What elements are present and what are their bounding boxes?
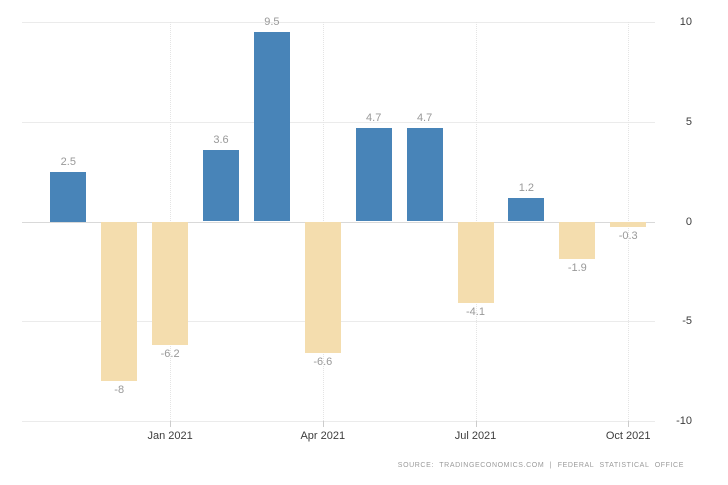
y-tick-label: 10 bbox=[679, 16, 692, 28]
y-tick-label: -10 bbox=[676, 415, 692, 427]
bar-5[interactable] bbox=[304, 221, 341, 354]
x-tick-label: Oct 2021 bbox=[605, 430, 651, 442]
bar-11[interactable] bbox=[610, 221, 647, 228]
x-tick-label: Apr 2021 bbox=[300, 430, 346, 442]
bar-7[interactable] bbox=[406, 127, 443, 222]
bar-value-label: 4.7 bbox=[416, 111, 433, 124]
bar-1[interactable] bbox=[101, 221, 138, 382]
bar-8[interactable] bbox=[457, 221, 494, 304]
gridline-horizontal bbox=[22, 121, 655, 123]
bar-value-label: -6.6 bbox=[313, 356, 333, 369]
bar-value-label: -4.1 bbox=[466, 306, 485, 319]
x-tick-label: Jan 2021 bbox=[147, 430, 193, 442]
x-tick-mark bbox=[322, 421, 324, 427]
x-tick-mark bbox=[475, 421, 477, 427]
bar-4[interactable] bbox=[253, 31, 290, 222]
bar-value-label: -0.3 bbox=[618, 230, 638, 243]
x-tick-mark bbox=[628, 421, 630, 427]
bar-value-label: 2.5 bbox=[60, 155, 76, 168]
plot-area: 2.5 -8 -6.2 3.6 9.5 -6.6 4.7 4.7 -4.1 1.2 -1.9 -0.3 bbox=[22, 16, 655, 422]
bar-value-label: -6.2 bbox=[160, 348, 180, 361]
source-attribution: SOURCE: TRADINGECONOMICS.COM | FEDERAL S… bbox=[397, 462, 684, 469]
y-tick-label: 0 bbox=[685, 215, 692, 228]
bar-value-label: 1.2 bbox=[518, 181, 535, 194]
bar-10[interactable] bbox=[559, 221, 596, 260]
bar-3[interactable] bbox=[203, 149, 239, 222]
y-tick-label: -5 bbox=[682, 315, 692, 328]
gridline-horizontal bbox=[22, 22, 655, 23]
x-tick-mark bbox=[170, 421, 172, 427]
bar-6[interactable] bbox=[355, 127, 392, 222]
bar-0[interactable] bbox=[50, 171, 87, 222]
bar-value-label: -1.9 bbox=[567, 262, 587, 275]
y-tick-label: 5 bbox=[685, 115, 692, 128]
bar-value-label: 9.5 bbox=[264, 15, 280, 28]
bar-2[interactable] bbox=[152, 221, 189, 346]
bar-value-label: 4.7 bbox=[366, 111, 382, 124]
bar-value-label: -8 bbox=[114, 384, 125, 397]
bar-value-label: 3.6 bbox=[213, 133, 229, 146]
gridline-horizontal bbox=[22, 421, 655, 422]
bar-9[interactable] bbox=[508, 197, 545, 222]
x-tick-label: Jul 2021 bbox=[454, 430, 497, 442]
